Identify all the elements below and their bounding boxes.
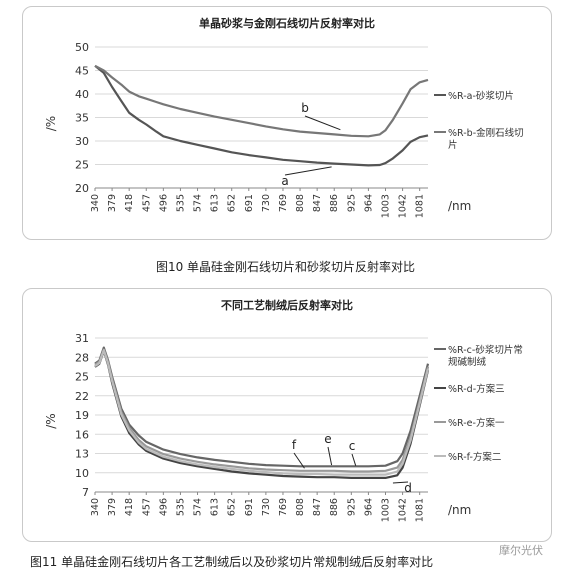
y-tick-label: 25	[75, 371, 89, 384]
x-tick-label: 457	[141, 194, 152, 212]
y-axis-label: /%	[44, 413, 58, 428]
x-tick-label: 925	[346, 194, 357, 212]
x-tick-label: 340	[90, 194, 101, 212]
x-tick-label: 691	[244, 498, 255, 516]
chart-panel-1: 单晶砂浆与金刚石线切片反射率对比	[22, 6, 552, 240]
y-axis-label: /%	[44, 116, 58, 131]
x-tick-label: 457	[141, 498, 152, 516]
legend-label: 片	[448, 139, 458, 151]
series-line	[94, 64, 429, 167]
x-tick-label: 808	[295, 194, 306, 212]
y-tick-label: 19	[75, 409, 89, 422]
legend-label: %R-d-方案三	[448, 383, 505, 395]
y-tick-label: 50	[75, 41, 89, 54]
x-tick-label: 340	[90, 498, 101, 516]
y-tick-label: 13	[75, 448, 89, 461]
x-tick-label: 613	[210, 498, 221, 516]
y-tick-label: 22	[75, 390, 89, 403]
x-tick-label: 1042	[398, 498, 409, 522]
y-tick-label: 40	[75, 88, 89, 101]
x-tick-label: 418	[124, 498, 135, 516]
x-tick-label: 1081	[415, 194, 426, 218]
x-tick-label: 535	[175, 194, 186, 212]
x-tick-label: 574	[193, 498, 204, 516]
annotation-leader	[284, 166, 332, 176]
x-tick-label: 1003	[380, 498, 391, 522]
annotation-leader	[327, 446, 333, 466]
figure-caption-2: 图11 单晶硅金刚石线切片各工艺制绒后以及砂浆切片常规制绒后反射率对比	[30, 555, 434, 569]
series-line	[94, 349, 430, 479]
y-tick-label: 35	[75, 112, 89, 125]
x-tick-label: 964	[363, 498, 374, 516]
series-line	[94, 349, 430, 476]
annotation-label: c	[349, 439, 356, 453]
annotation-label: b	[301, 101, 309, 115]
x-tick-label: 496	[158, 194, 169, 212]
x-tick-label: 535	[175, 498, 186, 516]
x-tick-label: 925	[346, 498, 357, 516]
chart-title-2: 不同工艺制绒后反射率对比	[221, 299, 353, 312]
annotation-label: d	[404, 481, 412, 495]
y-tick-label: 28	[75, 351, 89, 364]
annotation-leader	[304, 115, 341, 131]
x-tick-label: 886	[329, 498, 340, 516]
x-tick-label: 847	[312, 194, 323, 212]
series-line	[94, 64, 429, 138]
x-tick-label: 496	[158, 498, 169, 516]
y-tick-label: 10	[75, 467, 89, 480]
x-tick-label: 730	[261, 194, 272, 212]
legend-label: %R-f-方案二	[448, 451, 501, 463]
x-tick-label: 886	[329, 194, 340, 212]
annotation-leader	[351, 453, 357, 466]
x-axis-label: /nm	[448, 503, 471, 517]
x-tick-label: 808	[295, 498, 306, 516]
y-tick-label: 16	[75, 428, 89, 441]
legend-label: %R-e-方案一	[448, 417, 505, 429]
x-tick-label: 418	[124, 194, 135, 212]
y-tick-label: 30	[75, 135, 89, 148]
y-tick-label: 31	[75, 332, 89, 345]
x-tick-label: 769	[278, 498, 289, 516]
annotation-leader	[293, 452, 305, 469]
x-tick-label: 379	[107, 498, 118, 516]
annotation-label: a	[281, 174, 288, 188]
y-tick-label: 25	[75, 159, 89, 172]
y-tick-label: 20	[75, 182, 89, 195]
legend-label: %R-b-金刚石线切	[448, 127, 524, 139]
x-tick-label: 730	[261, 498, 272, 516]
x-tick-label: 652	[227, 194, 238, 212]
annotation-label: f	[292, 438, 297, 452]
x-axis-label: /nm	[448, 199, 471, 213]
x-tick-label: 1081	[415, 498, 426, 522]
watermark: 摩尔光伏	[499, 544, 543, 557]
x-tick-label: 613	[210, 194, 221, 212]
x-tick-label: 1042	[398, 194, 409, 218]
y-tick-label: 45	[75, 65, 89, 78]
x-tick-label: 847	[312, 498, 323, 516]
figure-caption-1: 图10 单晶硅金刚石线切片和砂浆切片反射率对比	[155, 260, 416, 274]
x-tick-label: 574	[193, 194, 204, 212]
y-tick-label: 7	[82, 486, 89, 499]
x-tick-label: 691	[244, 194, 255, 212]
legend-label: 规碱制绒	[448, 356, 487, 368]
x-tick-label: 964	[363, 194, 374, 212]
x-tick-label: 652	[227, 498, 238, 516]
x-tick-label: 1003	[380, 194, 391, 218]
chart-title-1: 单晶砂浆与金刚石线切片反射率对比	[199, 17, 375, 30]
annotation-label: e	[324, 432, 331, 446]
legend-label: %R-c-砂浆切片常	[448, 344, 523, 356]
x-tick-label: 769	[278, 194, 289, 212]
annotation-leader	[392, 481, 409, 484]
x-tick-label: 379	[107, 194, 118, 212]
legend-label: %R-a-砂浆切片	[448, 90, 514, 102]
